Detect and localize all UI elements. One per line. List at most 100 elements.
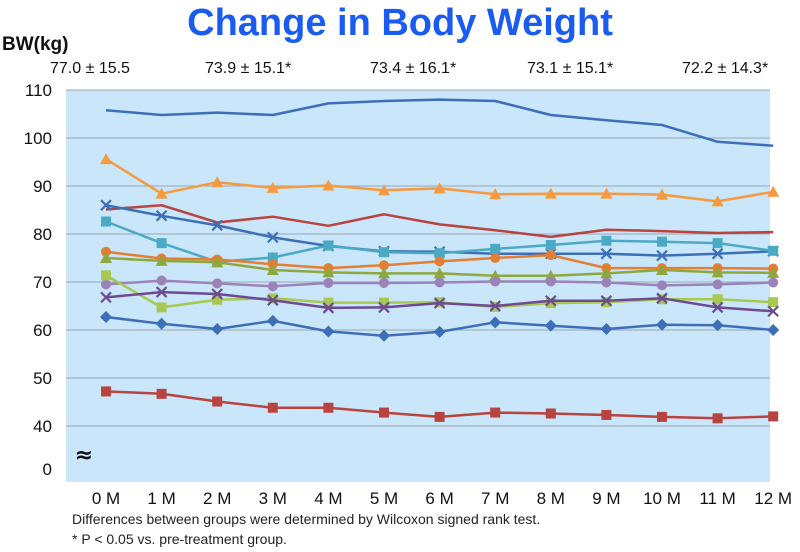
y-tick-label: 80 (33, 225, 52, 244)
data-point (267, 294, 279, 307)
data-point (100, 199, 112, 211)
data-point (433, 182, 446, 194)
data-point (768, 245, 779, 256)
data-point (545, 298, 556, 309)
data-point (212, 278, 223, 289)
data-point (711, 247, 724, 260)
x-tick-label: 11 M (699, 489, 736, 508)
x-tick-label: 7 M (481, 489, 509, 508)
data-point (434, 248, 445, 259)
x-tick-label: 8 M (537, 489, 565, 508)
data-point (434, 411, 445, 422)
data-point (155, 187, 168, 199)
series-line-1 (105, 98, 774, 147)
data-point (711, 266, 724, 278)
x-tick-label: 3 M (259, 489, 287, 508)
data-point (656, 188, 668, 200)
data-point (434, 256, 445, 267)
data-point (712, 279, 723, 290)
data-point (768, 277, 779, 288)
data-point (101, 270, 111, 281)
data-point (323, 402, 334, 413)
data-point (323, 240, 334, 251)
y-tick-label: 70 (33, 273, 52, 292)
data-point (711, 301, 724, 314)
y-axis-label: BW(kg) (2, 34, 69, 55)
data-point (100, 291, 112, 304)
x-tick-label: 0 M (92, 489, 120, 508)
data-point (322, 266, 335, 278)
stat-annotation-9m: 73.1 ± 15.1* (527, 60, 614, 77)
data-point (545, 276, 556, 287)
data-point (433, 297, 446, 309)
data-point (434, 277, 445, 288)
data-point (657, 280, 667, 291)
data-point (767, 324, 780, 336)
data-point (545, 240, 556, 251)
data-point (544, 319, 557, 332)
data-point (600, 267, 613, 279)
data-point (155, 317, 168, 330)
data-point (267, 402, 278, 413)
data-point (100, 311, 112, 324)
data-point (544, 187, 557, 199)
data-point (712, 413, 723, 424)
data-point (266, 314, 279, 327)
data-point (378, 267, 390, 279)
stat-annotation-6m: 73.4 ± 16.1* (370, 60, 457, 77)
data-point (545, 250, 556, 261)
data-point (156, 275, 167, 286)
footnote-test: Differences between groups were determin… (72, 511, 541, 527)
x-tick-label: 2 M (203, 489, 231, 508)
data-point (156, 238, 167, 249)
stat-annotation-0m: 77.0 ± 15.5 (50, 60, 130, 77)
data-point (211, 288, 223, 300)
data-point (490, 276, 501, 287)
data-point (100, 252, 112, 263)
data-point (657, 236, 667, 247)
data-point (489, 188, 502, 200)
data-point (323, 277, 334, 288)
series-line-3 (105, 203, 774, 239)
data-point (490, 253, 501, 263)
data-point (768, 411, 779, 422)
y-tick-label: 100 (24, 129, 52, 148)
y-tick-label-zero: 0 (43, 460, 52, 479)
data-point (656, 264, 668, 275)
y-tick-label: 90 (33, 177, 52, 196)
data-point (379, 277, 389, 288)
data-point (768, 297, 779, 308)
data-point (322, 302, 335, 314)
data-point (322, 325, 335, 338)
x-tick-label: 12 M (754, 489, 792, 508)
data-point (101, 216, 111, 227)
data-point (155, 254, 168, 266)
data-point (767, 185, 780, 197)
data-point (545, 294, 557, 307)
footnote-significance: * P < 0.05 vs. pre-treatment group. (72, 531, 287, 547)
data-point (379, 247, 389, 258)
data-point (600, 323, 613, 336)
data-point (212, 294, 223, 305)
chart-title: Change in Body Weight (187, 2, 613, 44)
data-point (378, 329, 390, 342)
y-tick-label: 110 (25, 81, 52, 100)
data-point (600, 247, 613, 260)
x-tick-label: 5 M (370, 489, 398, 508)
data-point (378, 301, 390, 314)
data-point (711, 319, 724, 332)
data-point (433, 325, 446, 338)
data-point (156, 302, 167, 313)
data-point (600, 187, 613, 199)
data-point (600, 294, 613, 307)
data-point (379, 260, 389, 271)
data-point (155, 209, 168, 222)
data-point (267, 281, 278, 292)
axis-break-mark: ≈ (75, 443, 93, 468)
data-point (266, 181, 279, 193)
stat-annotation-3m: 73.9 ± 15.1* (205, 60, 292, 77)
data-point (712, 294, 723, 305)
data-point (545, 408, 556, 419)
y-tick-label: 50 (33, 369, 52, 388)
data-point (101, 279, 111, 290)
